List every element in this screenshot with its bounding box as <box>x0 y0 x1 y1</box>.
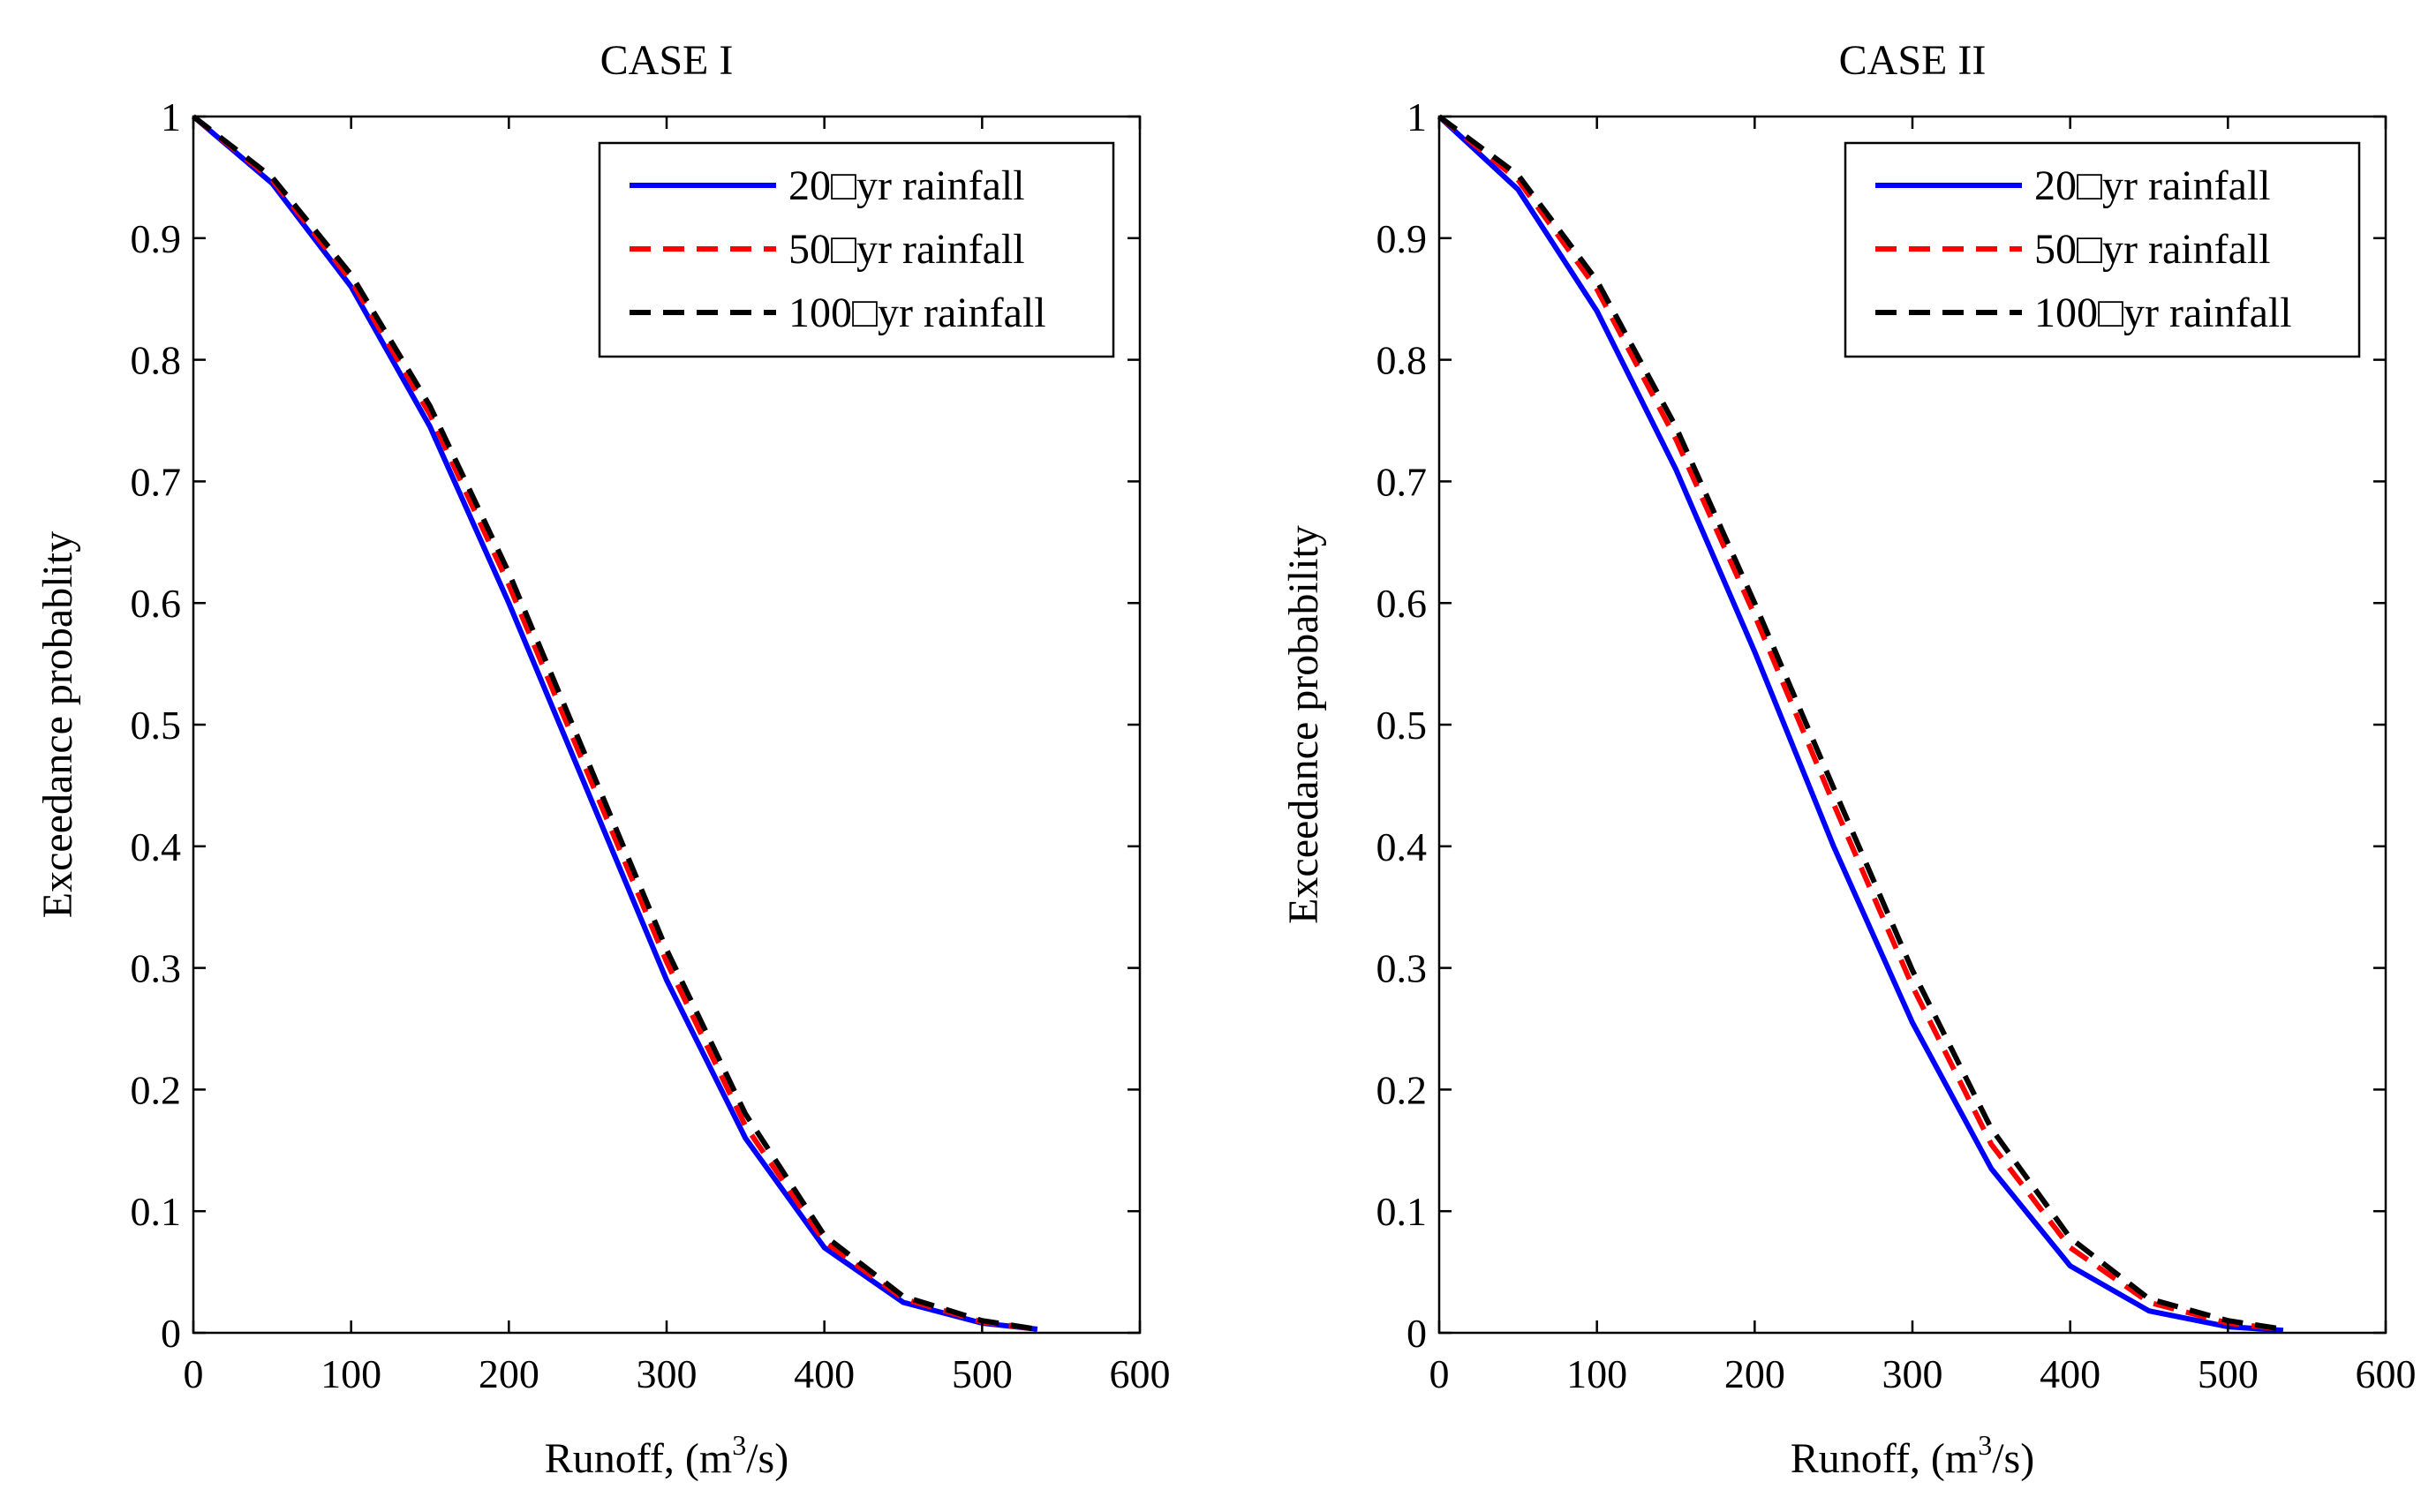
x-axis-label-superscript: 3 <box>732 1429 746 1461</box>
chart-title: CASE II <box>1839 37 1987 84</box>
x-tick-label: 100 <box>321 1351 381 1396</box>
series-line-3 <box>192 114 1038 1332</box>
y-tick-label: 0 <box>161 1311 181 1356</box>
chart-title: CASE I <box>600 37 734 84</box>
y-tick-label: 0.9 <box>1376 216 1428 261</box>
legend-label-2: 50□yr rainfall <box>788 226 1025 273</box>
x-axis-label-tail: /s) <box>1992 1435 2034 1482</box>
x-tick-label: 600 <box>1110 1351 1171 1396</box>
x-tick-label: 0 <box>1429 1351 1450 1396</box>
x-axis-label-superscript: 3 <box>1978 1429 1992 1461</box>
x-tick-label: 300 <box>637 1351 698 1396</box>
y-tick-label: 0.5 <box>1376 703 1428 748</box>
x-tick-label: 200 <box>479 1351 539 1396</box>
y-axis-label: Exceedance probability <box>1280 525 1327 924</box>
y-tick-label: 0.3 <box>1376 946 1428 991</box>
y-tick-label: 0.1 <box>1376 1189 1428 1234</box>
x-axis-label: Runoff, (m3/s) <box>1791 1429 2034 1482</box>
x-tick-label: 500 <box>952 1351 1013 1396</box>
legend-label-1: 20□yr rainfall <box>788 162 1025 209</box>
y-tick-label: 0.8 <box>1376 338 1428 383</box>
x-tick-label: 600 <box>2356 1351 2417 1396</box>
chart-panel-2: CASE II 0 100 200 300 400 500 600 0 0.1 0.2 0.3 0.4 0… <box>1280 37 2417 1482</box>
x-tick-label: 100 <box>1566 1351 1627 1396</box>
y-tick-label: 0.2 <box>131 1067 182 1112</box>
x-tick-label: 0 <box>184 1351 204 1396</box>
y-tick-label: 0 <box>1407 1311 1427 1356</box>
legend-label-3: 100□yr rainfall <box>2034 290 2292 336</box>
series-line-2 <box>1437 114 2284 1332</box>
x-tick-label: 200 <box>1724 1351 1785 1396</box>
y-tick-label: 0.4 <box>131 824 182 869</box>
y-tick-label: 0.9 <box>131 216 182 261</box>
x-tick-label: 500 <box>2198 1351 2259 1396</box>
y-tick-label: 1 <box>161 94 181 139</box>
x-tick-label: 300 <box>1882 1351 1943 1396</box>
y-tick-label: 0.7 <box>1376 459 1428 504</box>
y-tick-label: 0.3 <box>131 946 182 991</box>
legend-box <box>1844 141 2361 358</box>
y-tick-label: 0.5 <box>131 703 182 748</box>
x-axis-label-tail: /s) <box>746 1435 788 1482</box>
x-tick-label: 400 <box>2040 1351 2100 1396</box>
y-tick-label: 1 <box>1407 94 1427 139</box>
y-tick-label: 0.2 <box>1376 1067 1428 1112</box>
y-tick-label: 0.6 <box>131 581 182 626</box>
y-tick-label: 0.6 <box>1376 581 1428 626</box>
legend: 20□yr rainfall 50□yr rainfall 100□yr rainf… <box>1844 141 2361 358</box>
y-tick-label: 0.7 <box>131 459 182 504</box>
y-tick-label: 0.1 <box>131 1189 182 1234</box>
legend-label-1: 20□yr rainfall <box>2034 162 2271 209</box>
legend-box <box>598 141 1115 358</box>
y-axis-label: Exceedance probablity <box>34 531 81 918</box>
legend: 20□yr rainfall 50□yr rainfall 100□yr rainf… <box>598 141 1115 358</box>
y-tick-label: 0.4 <box>1376 824 1428 869</box>
x-tick-label: 400 <box>794 1351 855 1396</box>
series-line-1 <box>1437 114 2284 1334</box>
legend-label-2: 50□yr rainfall <box>2034 226 2271 273</box>
x-axis-label-text: Runoff, (m <box>1791 1435 1978 1482</box>
x-axis-label-text: Runoff, (m <box>545 1435 732 1482</box>
y-tick-label: 0.8 <box>131 338 182 383</box>
chart-panel-1: CASE I 0 100 200 300 400 500 600 0 0.1 0.2 0.3 0.4 0.… <box>34 37 1171 1482</box>
legend-label-3: 100□yr rainfall <box>788 290 1046 336</box>
series-line-1 <box>192 114 1038 1332</box>
series-line-3 <box>1437 114 2284 1332</box>
x-axis-label: Runoff, (m3/s) <box>545 1429 788 1482</box>
